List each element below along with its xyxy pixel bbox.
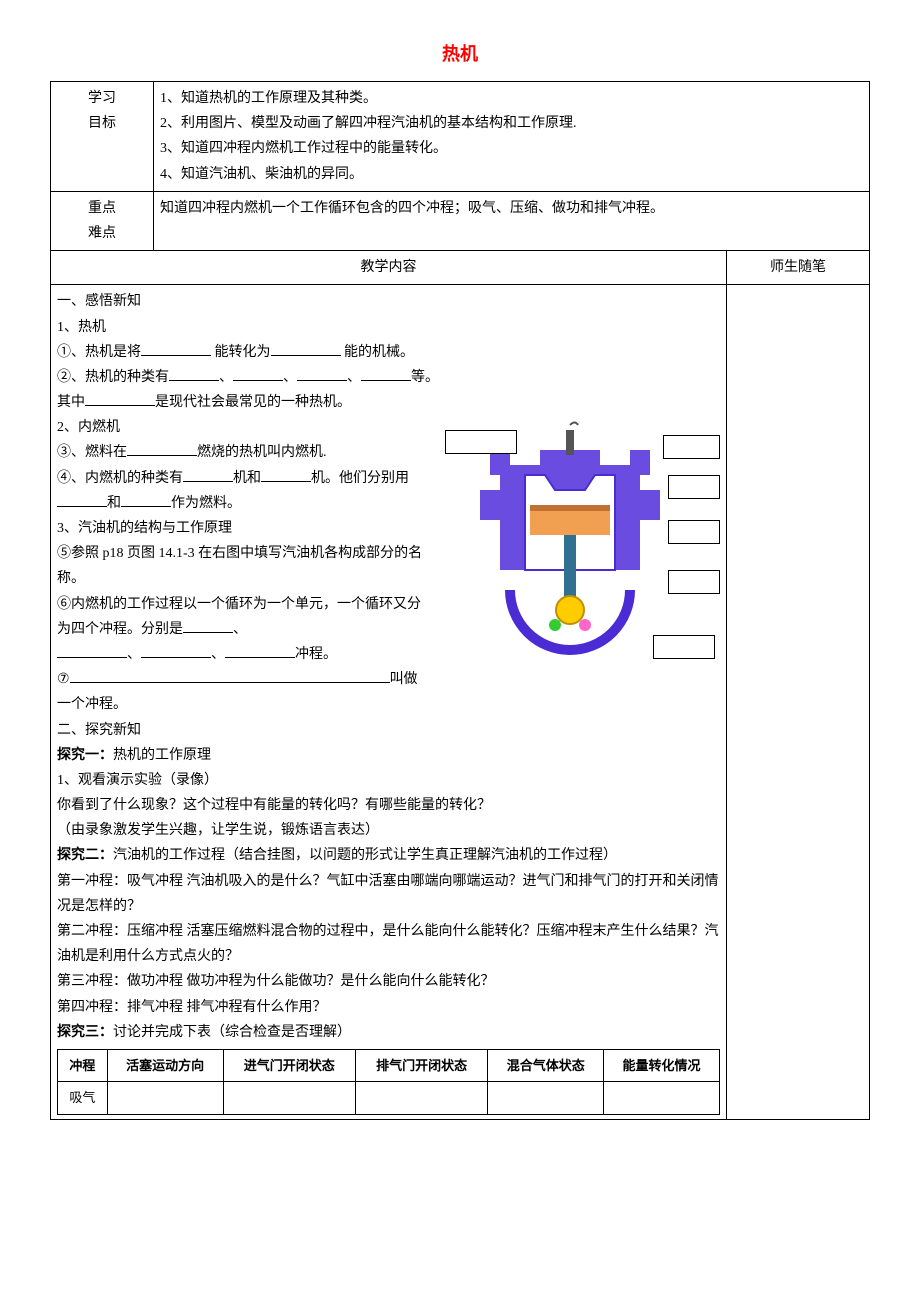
s2-t1-3: （由录象激发学生兴趣，让学生说，锻炼语言表达）	[57, 818, 720, 843]
s1-2b-mid3: 和	[107, 496, 121, 511]
th-1: 冲程	[58, 1049, 108, 1081]
focus-text: 知道四冲程内燃机一个工作循环包含的四个冲程；吸气、压缩、做功和排气冲程。	[154, 191, 870, 250]
s2-t3b: 讨论并完成下表（综合检查是否理解）	[113, 1025, 351, 1040]
td-blank	[107, 1082, 223, 1114]
blank	[85, 391, 155, 406]
lesson-table: 学习 目标 1、知道热机的工作原理及其种类。 2、利用图片、模型及动画了解四冲程…	[50, 81, 870, 1120]
th-3: 进气门开闭状态	[223, 1049, 355, 1081]
sep: 、	[283, 370, 297, 385]
s1-2a-end: 燃烧的热机叫内燃机.	[197, 445, 327, 460]
th-4: 排气门开闭状态	[355, 1049, 487, 1081]
s1-1c-pre: 其中	[57, 395, 85, 410]
s1-1a-pre: ①、热机是将	[57, 345, 141, 360]
blank	[261, 467, 311, 482]
th-2: 活塞运动方向	[107, 1049, 223, 1081]
s1-2b-end: 作为燃料。	[171, 496, 241, 511]
s1-1b: ②、热机的种类有 、 、 、 等。	[57, 365, 720, 390]
s1-2b-mid1: 机和	[233, 471, 261, 486]
s2-t1-1: 1、观看演示实验（录像）	[57, 768, 720, 793]
s1-2b-pre: ④、内燃机的种类有	[57, 471, 183, 486]
s1-1c-end: 是现代社会最常见的一种热机。	[155, 395, 351, 410]
s2-t1: 探究一：	[57, 748, 113, 763]
sep: 、	[211, 647, 225, 662]
s1-1c: 其中 是现代社会最常见的一种热机。	[57, 390, 720, 415]
s1-1a: ①、热机是将 能转化为 能的机械。	[57, 340, 720, 365]
goal-1: 1、知道热机的工作原理及其种类。	[160, 86, 863, 111]
s1-1b-pre: ②、热机的种类有	[57, 370, 169, 385]
goal-3: 3、知道四冲程内燃机工作过程中的能量转化。	[160, 136, 863, 161]
engine-diagram	[440, 420, 720, 700]
td-blank	[355, 1082, 487, 1114]
stroke-table: 冲程 活塞运动方向 进气门开闭状态 排气门开闭状态 混合气体状态 能量转化情况 …	[57, 1049, 720, 1115]
notes-header: 师生随笔	[727, 251, 870, 285]
td-blank	[488, 1082, 604, 1114]
s2-t3: 探究三：	[57, 1025, 113, 1040]
blank	[183, 618, 233, 633]
td-r1c1: 吸气	[58, 1082, 108, 1114]
s2-t3-line: 探究三：讨论并完成下表（综合检查是否理解）	[57, 1020, 720, 1045]
sep: 、	[347, 370, 361, 385]
s1-2a-pre: ③、燃料在	[57, 445, 127, 460]
s1-2b-mid2: 机。他们分别用	[311, 471, 409, 486]
s1-3b-end: 冲程。	[295, 647, 337, 662]
s2-t2-1: 第一冲程：吸气冲程 汽油机吸入的是什么？气缸中活塞由哪端向哪端运动？进气门和排气…	[57, 869, 720, 919]
s2-t2-4: 第四冲程：排气冲程 排气冲程有什么作用？	[57, 995, 720, 1020]
goal-2: 2、利用图片、模型及动画了解四冲程汽油机的基本结构和工作原理.	[160, 111, 863, 136]
notes-column	[727, 285, 870, 1119]
focus-label: 重点 难点	[51, 191, 154, 250]
s1-1: 1、热机	[57, 315, 720, 340]
s2-t2b: 汽油机的工作过程（结合挂图，以问题的形式让学生真正理解汽油机的工作过程）	[113, 848, 617, 863]
page-title: 热机	[50, 40, 870, 66]
goal-cell: 1、知道热机的工作原理及其种类。 2、利用图片、模型及动画了解四冲程汽油机的基本…	[154, 82, 870, 192]
sep: 、	[127, 647, 141, 662]
blank	[271, 341, 341, 356]
sep: 、	[219, 370, 233, 385]
s1-1a-mid: 能转化为	[211, 345, 271, 360]
engine-label-box	[653, 635, 715, 659]
th-6: 能量转化情况	[604, 1049, 720, 1081]
td-blank	[604, 1082, 720, 1114]
goal-label: 学习 目标	[51, 82, 154, 192]
blank	[141, 341, 211, 356]
th-5: 混合气体状态	[488, 1049, 604, 1081]
content-body: 一、感悟新知 1、热机 ①、热机是将 能转化为 能的机械。 ②、热机的种类有、、…	[51, 285, 727, 1119]
s2-t2: 探究二：	[57, 848, 113, 863]
section-1-heading: 一、感悟新知	[57, 289, 720, 314]
content-header: 教学内容	[51, 251, 727, 285]
s2-t2-line: 探究二：汽油机的工作过程（结合挂图，以问题的形式让学生真正理解汽油机的工作过程）	[57, 843, 720, 868]
blank	[141, 643, 211, 658]
blank	[57, 492, 107, 507]
blank	[127, 441, 197, 456]
engine-label-box	[668, 520, 720, 544]
blank	[233, 366, 283, 381]
sep: 、	[233, 622, 247, 637]
blank	[70, 668, 390, 683]
goal-4: 4、知道汽油机、柴油机的异同。	[160, 162, 863, 187]
table-row: 吸气	[58, 1082, 720, 1114]
s2-t2-2: 第二冲程：压缩冲程 活塞压缩燃料混合物的过程中，是什么能向什么能转化？压缩冲程末…	[57, 919, 720, 969]
blank	[361, 366, 411, 381]
s2-t1-line: 探究一：热机的工作原理	[57, 743, 720, 768]
blank	[169, 366, 219, 381]
s2-t1-2: 你看到了什么现象？这个过程中有能量的转化吗？有哪些能量的转化？	[57, 793, 720, 818]
blank	[57, 643, 127, 658]
engine-label-box	[668, 570, 720, 594]
s2-t1b: 热机的工作原理	[113, 748, 211, 763]
engine-label-box	[668, 475, 720, 499]
blank	[225, 643, 295, 658]
section-2-heading: 二、探究新知	[57, 718, 720, 743]
s1-3c-pre: ⑦	[57, 672, 70, 687]
table-row: 冲程 活塞运动方向 进气门开闭状态 排气门开闭状态 混合气体状态 能量转化情况	[58, 1049, 720, 1081]
td-blank	[223, 1082, 355, 1114]
engine-label-box	[663, 435, 720, 459]
s1-1a-end: 能的机械。	[341, 345, 415, 360]
engine-label-box	[445, 430, 517, 454]
blank	[183, 467, 233, 482]
s2-t2-3: 第三冲程：做功冲程 做功冲程为什么能做功？是什么能向什么能转化？	[57, 969, 720, 994]
blank	[121, 492, 171, 507]
s1-1b-end: 等。	[411, 370, 439, 385]
blank	[297, 366, 347, 381]
